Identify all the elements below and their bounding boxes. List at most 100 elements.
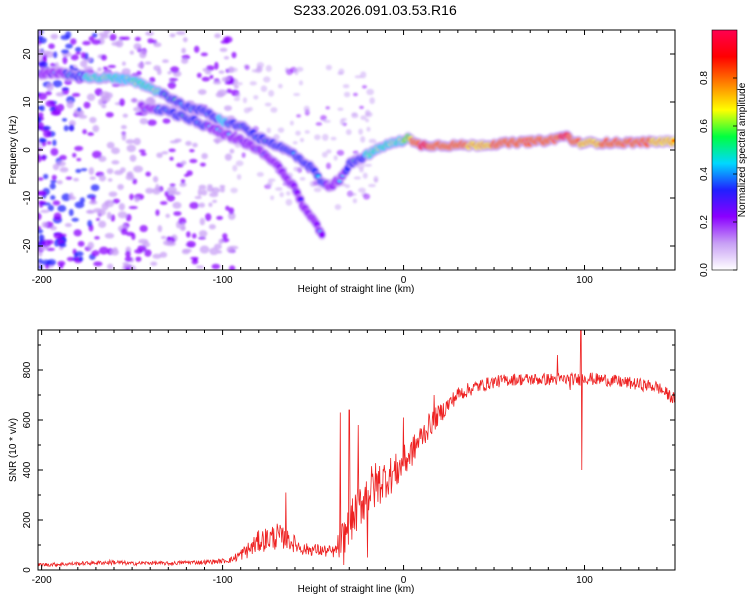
noise-blob (366, 88, 375, 96)
noise-blob (98, 98, 103, 106)
noise-blob (112, 198, 121, 204)
noise-blob (76, 157, 82, 162)
noise-blob (111, 160, 120, 165)
noise-blob (189, 201, 199, 210)
noise-blob (51, 174, 57, 181)
noise-blob (109, 33, 117, 41)
snr-y-ticks: 0 200 400 600 800 (22, 344, 675, 573)
noise-blob (65, 43, 73, 49)
x-tick-label: -200 (32, 275, 52, 286)
noise-blob (61, 193, 72, 202)
noise-blob (321, 151, 328, 158)
y-tick-label: 0 (22, 147, 33, 153)
noise-blob (197, 188, 202, 197)
noise-blob (46, 82, 54, 91)
noise-blob (82, 40, 91, 46)
noise-blob (162, 59, 169, 63)
noise-blob (57, 204, 67, 213)
noise-blob (38, 143, 42, 147)
noise-blob (104, 232, 115, 239)
noise-blob (92, 124, 100, 133)
noise-blob (270, 195, 275, 201)
y-tick-label: 400 (22, 461, 33, 478)
noise-blob (120, 167, 126, 173)
noise-blob (106, 141, 115, 149)
y-tick-label: 20 (22, 48, 33, 60)
noise-blob (209, 192, 219, 198)
noise-blob (286, 191, 291, 196)
noise-blob (325, 64, 332, 71)
noise-blob (144, 61, 152, 65)
noise-blob (233, 84, 239, 89)
noise-blob (40, 209, 50, 214)
colorbar-tick-label: 0.8 (699, 71, 710, 85)
noise-blob (237, 82, 243, 86)
noise-blob (299, 137, 305, 143)
noise-blob (98, 155, 107, 162)
noise-blob (82, 129, 87, 135)
noise-blob (342, 84, 350, 89)
noise-blob (223, 105, 233, 111)
noise-blob (279, 192, 284, 198)
noise-blob (66, 256, 75, 262)
noise-blob (83, 66, 94, 71)
noise-blob (268, 90, 275, 97)
noise-blob (133, 43, 142, 50)
noise-blob (199, 217, 206, 226)
noise-blob (263, 76, 271, 83)
noise-blob (61, 49, 70, 54)
x-tick-label: 0 (401, 575, 407, 586)
noise-blob (160, 235, 167, 240)
noise-blob (358, 128, 364, 135)
noise-blob (121, 133, 127, 141)
noise-blob (313, 187, 322, 193)
noise-blob (265, 65, 272, 72)
noise-blob (173, 211, 182, 216)
noise-blob (157, 225, 163, 233)
noise-blob (91, 150, 102, 159)
noise-blob (125, 231, 135, 237)
noise-blob (41, 239, 51, 248)
noise-blob (229, 265, 236, 270)
noise-blob (213, 80, 222, 85)
noise-blob (217, 250, 223, 254)
noise-blob (155, 209, 160, 216)
noise-blob (205, 213, 212, 221)
noise-blob (162, 118, 171, 124)
noise-blob (98, 220, 107, 228)
noise-blob (128, 205, 138, 210)
noise-blob (52, 200, 61, 206)
noise-blob (156, 152, 163, 158)
noise-blob (86, 93, 96, 101)
noise-blob (107, 178, 113, 182)
noise-blob (50, 110, 61, 116)
y-tick-label: 0 (22, 567, 33, 573)
noise-blob (275, 187, 283, 191)
noise-blob (139, 224, 148, 233)
noise-blob (65, 31, 72, 39)
noise-blob (285, 198, 293, 206)
noise-blob (323, 119, 331, 123)
noise-blob (196, 72, 202, 78)
noise-blob (78, 256, 84, 262)
noise-blob (124, 256, 133, 263)
noise-blob (295, 130, 301, 136)
noise-blob (208, 202, 213, 207)
noise-blob (58, 242, 67, 248)
colorbar-gradient (711, 29, 738, 271)
noise-blob (150, 261, 158, 266)
x-tick-label: -100 (213, 275, 233, 286)
noise-blob (201, 76, 210, 82)
noise-blob (178, 217, 187, 225)
noise-blob (68, 192, 74, 199)
noise-blob (46, 247, 55, 252)
noise-blob (220, 40, 228, 44)
noise-blob (125, 174, 135, 181)
noise-blob (125, 250, 131, 258)
noise-blob (61, 117, 68, 122)
noise-blob (251, 69, 258, 73)
noise-blob (296, 66, 304, 72)
noise-blob (198, 202, 206, 208)
noise-blob (50, 179, 58, 184)
noise-blob (90, 184, 100, 192)
